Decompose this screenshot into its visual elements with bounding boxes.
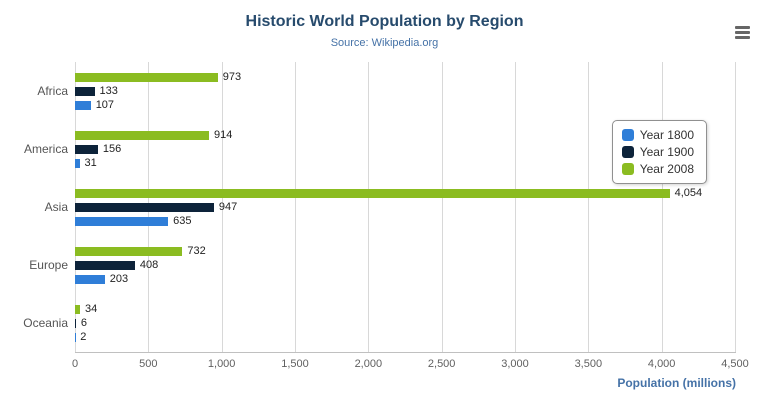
value-label: 4,054	[674, 187, 703, 199]
hamburger-line	[735, 31, 750, 34]
x-tick-label: 2,500	[427, 358, 456, 370]
value-label: 203	[109, 273, 129, 285]
legend-swatch	[621, 163, 634, 175]
x-axis-labels: 0 500 1,000 1,500 2,000 2,500 3,000 3,500 4,000 4…	[71, 358, 749, 372]
category-label: Asia	[44, 200, 68, 214]
legend-item-year-1800[interactable]: Year 1800	[621, 128, 694, 142]
gridline	[368, 62, 370, 352]
x-tick-label: 0	[71, 358, 79, 370]
gridline	[588, 62, 590, 352]
chart-subtitle: Source: Wikipedia.org	[330, 37, 439, 49]
value-label: 6	[80, 317, 87, 329]
bar-row: 6	[75, 317, 735, 329]
legend-label: Year 2008	[639, 162, 694, 176]
value-label: 34	[84, 303, 98, 315]
bar-group-oceania: Oceania 34 6 2	[23, 294, 735, 352]
value-label: 973	[222, 71, 242, 83]
bar-europe-year-1800[interactable]	[75, 274, 105, 284]
plot-area: Africa 973 133 107 America 914 156 31 Asia 4,054 9…	[23, 62, 736, 352]
bar-europe-year-1900[interactable]	[75, 260, 135, 270]
value-label: 635	[173, 215, 192, 227]
bar-asia-year-1800[interactable]	[75, 216, 169, 226]
value-label: 732	[187, 245, 206, 257]
bar-row: 203	[75, 273, 735, 285]
hamburger-menu-icon[interactable]	[733, 24, 750, 43]
bar-row: 635	[75, 215, 735, 227]
hamburger-line	[735, 26, 750, 29]
hamburger-line	[735, 36, 750, 39]
bar-row: 4,054	[75, 187, 735, 199]
gridline	[295, 62, 296, 352]
bar-oceania-year-1900[interactable]	[75, 318, 76, 328]
bar-row: 2	[75, 331, 735, 343]
legend-swatch	[621, 129, 634, 141]
bar-america-year-1900[interactable]	[75, 144, 98, 154]
bar-group-europe: Europe 732 408 203	[29, 236, 735, 294]
legend-swatch	[621, 146, 634, 158]
x-axis-line	[75, 352, 736, 353]
x-tick-label: 1,500	[281, 358, 309, 370]
x-tick-label: 1,000	[207, 358, 236, 370]
category-label: Europe	[29, 258, 68, 272]
gridline	[221, 62, 223, 352]
gridline	[441, 62, 443, 352]
bar-africa-year-2008[interactable]	[75, 72, 218, 82]
chart-title: Historic World Population by Region	[245, 13, 524, 30]
bar-row: 947	[75, 201, 735, 213]
gridline	[661, 62, 663, 352]
gridline	[735, 62, 736, 352]
x-tick-label: 3,500	[574, 358, 603, 370]
bar-america-year-1800[interactable]	[75, 158, 80, 168]
bar-row: 732	[75, 245, 735, 257]
bar-america-year-2008[interactable]	[75, 130, 210, 140]
bar-group-asia: Asia 4,054 947 635	[45, 178, 735, 236]
bar-row: 156	[75, 143, 735, 155]
bar-oceania-year-2008[interactable]	[75, 304, 80, 314]
bar-row: 34	[75, 303, 735, 315]
legend-item-year-2008[interactable]: Year 2008	[621, 162, 694, 176]
bar-group-america: America 914 156 31	[24, 120, 735, 178]
legend-label: Year 1900	[639, 145, 694, 159]
value-label: 31	[84, 157, 97, 169]
legend-item-year-1900[interactable]: Year 1900	[621, 145, 694, 159]
category-label: America	[23, 142, 68, 156]
x-tick-label: 2,000	[354, 358, 383, 370]
legend-label: Year 1800	[639, 128, 694, 142]
bar-asia-year-1900[interactable]	[75, 202, 214, 212]
bar-row: 914	[75, 129, 735, 141]
x-tick-label: 4,500	[721, 358, 749, 370]
x-tick-label: 500	[139, 358, 158, 370]
category-label: Oceania	[23, 316, 68, 330]
x-axis-title: Population (millions)	[617, 376, 736, 390]
legend: Year 1800 Year 1900 Year 2008	[611, 120, 707, 184]
bar-row: 408	[75, 259, 735, 271]
x-tick-label: 3,000	[501, 358, 529, 370]
bar-africa-year-1900[interactable]	[75, 86, 95, 96]
value-label: 947	[218, 201, 238, 213]
bar-row: 31	[75, 157, 735, 169]
gridline	[515, 62, 516, 352]
x-tick-label: 4,000	[647, 358, 676, 370]
bar-africa-year-1800[interactable]	[75, 100, 91, 110]
bar-europe-year-2008[interactable]	[75, 246, 183, 256]
category-label: Africa	[37, 84, 68, 98]
value-label: 107	[95, 99, 115, 111]
value-label: 156	[102, 143, 122, 155]
bar-row: 107	[75, 99, 735, 111]
value-label: 914	[214, 129, 233, 141]
value-label: 133	[99, 85, 118, 97]
value-label: 408	[139, 259, 159, 271]
bar-row: 973	[75, 71, 735, 83]
bar-row: 133	[75, 85, 735, 97]
bar-group-africa: Africa 973 133 107	[37, 62, 735, 120]
value-label: 2	[80, 331, 87, 343]
bar-asia-year-2008[interactable]	[75, 188, 670, 198]
